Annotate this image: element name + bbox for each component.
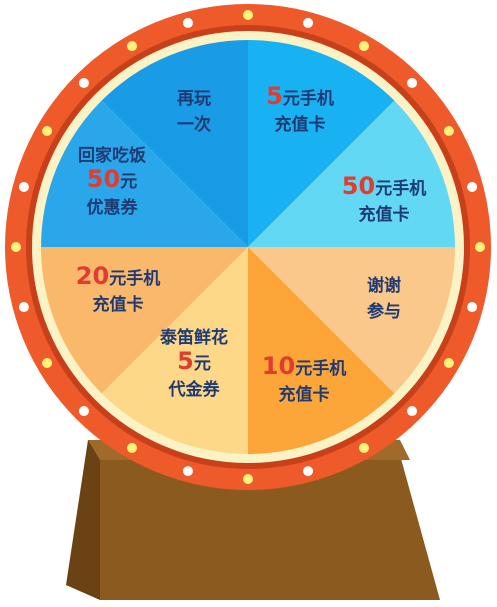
segment-label-bottom-right: 充值卡	[279, 384, 330, 405]
rim-light	[407, 77, 418, 88]
segment-label-left-upper: 50元	[87, 165, 137, 193]
segment-label-top-left: 再玩	[177, 89, 211, 109]
wheel-segments[interactable]	[41, 40, 455, 454]
rim-light	[359, 442, 369, 453]
rim-light	[467, 181, 478, 192]
prize-unit: 元手机	[375, 178, 426, 199]
segment-label-left-lower: 20元手机	[76, 262, 160, 290]
stand-front	[100, 455, 440, 600]
rim-light	[127, 442, 137, 453]
prize-unit: 元	[120, 172, 137, 192]
segment-label-left-upper: 优惠券	[87, 197, 139, 218]
segment-label-right-lower: 参与	[367, 301, 401, 322]
segment-label-bottom-right: 10元手机	[262, 352, 346, 380]
prize-unit: 元手机	[295, 358, 346, 379]
rim-light	[78, 77, 89, 88]
wheel-segment-bottom-left[interactable]	[101, 247, 248, 454]
wheel-segment-left-lower[interactable]	[41, 247, 248, 394]
prize-unit: 元	[194, 354, 211, 374]
rim-light	[11, 242, 21, 252]
wheel-segment-bottom-right[interactable]	[248, 247, 395, 454]
wheel-segment-left-upper[interactable]	[41, 100, 248, 247]
prize-amount: 50	[87, 165, 120, 193]
segment-label-top-right: 充值卡	[275, 114, 326, 135]
rim-light	[243, 474, 253, 484]
rim-light	[127, 41, 137, 52]
rim-light	[182, 466, 193, 477]
segment-label-bottom-left: 代金券	[168, 379, 221, 400]
segment-label-bottom-left: 泰笛鲜花	[160, 327, 228, 348]
prize-amount: 50	[342, 172, 375, 200]
prize-amount: 5	[266, 82, 283, 110]
wheel-segment-right-upper[interactable]	[248, 100, 455, 247]
rim-light	[42, 126, 53, 136]
prize-unit: 元手机	[109, 268, 160, 289]
prize-amount: 10	[262, 352, 295, 380]
segment-label-top-right: 5元手机	[266, 82, 334, 110]
segment-label-bottom-left: 5元	[177, 347, 211, 375]
prize-amount: 20	[76, 262, 109, 290]
rim-light	[18, 302, 29, 313]
rim-lights	[11, 10, 485, 484]
segment-label-left-lower: 充值卡	[93, 294, 144, 315]
wheel-segment-right-lower[interactable]	[248, 247, 455, 394]
rim-light	[243, 10, 253, 20]
segment-label-top-left: 一次	[177, 114, 211, 135]
rim-light	[303, 466, 314, 477]
rim-light	[407, 406, 418, 417]
rim-light	[42, 358, 53, 368]
segment-label-right-upper: 充值卡	[359, 204, 410, 225]
rim-light	[443, 126, 454, 136]
rim-light	[78, 406, 89, 417]
rim-light	[359, 41, 369, 52]
wheel-segment-top-right[interactable]	[248, 40, 395, 247]
rim-light	[475, 242, 485, 252]
segment-label-right-upper: 50元手机	[342, 172, 426, 200]
prize-unit: 元手机	[283, 88, 334, 109]
prize-amount: 5	[177, 347, 194, 375]
rim-light	[303, 17, 314, 28]
rim-light	[467, 302, 478, 313]
segment-label-left-upper: 回家吃饭	[78, 145, 146, 166]
segment-label-right-lower: 谢谢	[367, 275, 401, 296]
wheel-segment-top-left[interactable]	[101, 40, 248, 247]
rim-light	[443, 358, 454, 368]
rim-light	[18, 181, 29, 192]
wheel-labels: 再玩一次5元手机充值卡50元手机充值卡谢谢参与10元手机充值卡泰笛鲜花5元代金券…	[76, 82, 426, 405]
rim-light	[182, 17, 193, 28]
